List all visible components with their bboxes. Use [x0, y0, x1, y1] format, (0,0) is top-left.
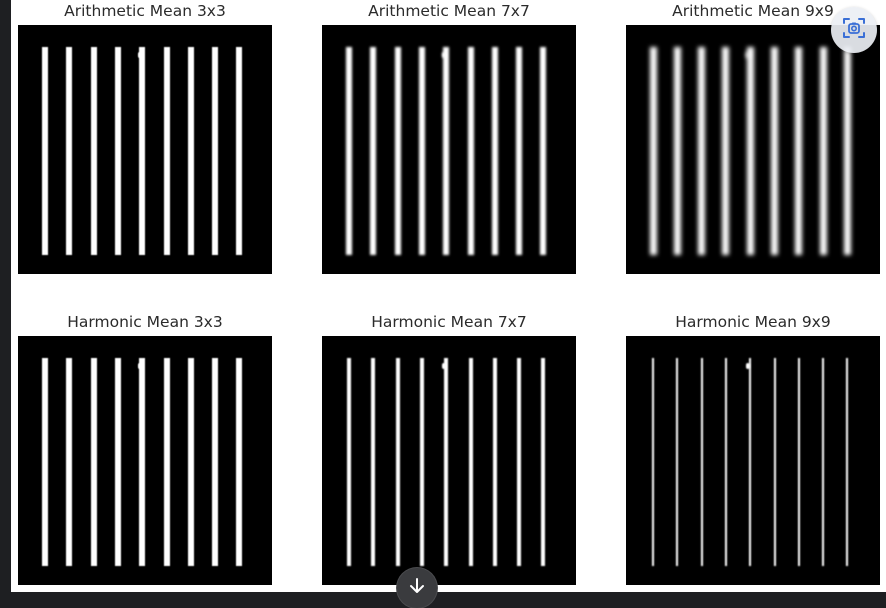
stripe: [212, 47, 219, 255]
stripe: [517, 358, 522, 566]
scroll-down-button[interactable]: [397, 568, 437, 608]
stripe: [212, 358, 219, 566]
stripe: [443, 47, 450, 255]
stripe: [822, 358, 825, 566]
stripe: [540, 47, 547, 255]
bright-spot: [138, 363, 142, 369]
bright-spot: [442, 363, 446, 369]
bright-spot: [442, 52, 446, 58]
stripe: [236, 358, 243, 566]
stripe: [795, 47, 803, 255]
stripe: [187, 358, 194, 566]
panel-title: Harmonic Mean 3x3: [67, 313, 223, 331]
stripe: [370, 47, 377, 255]
stripe: [395, 358, 400, 566]
stripe: [819, 47, 827, 255]
bright-spot: [746, 52, 750, 58]
stripe: [371, 358, 376, 566]
stripe: [444, 358, 449, 566]
stripe: [676, 358, 679, 566]
panel-title: Arithmetic Mean 7x7: [368, 2, 530, 20]
panel-title: Harmonic Mean 7x7: [371, 313, 527, 331]
stripe: [700, 358, 703, 566]
panel-image: [322, 25, 576, 274]
stripe: [236, 47, 243, 255]
panel-title: Harmonic Mean 9x9: [675, 313, 831, 331]
stripe: [652, 358, 654, 566]
stripe: [749, 358, 752, 566]
stripe: [42, 47, 48, 255]
panel-image: [18, 25, 272, 274]
stripe: [114, 47, 121, 255]
stripe: [163, 47, 170, 255]
stripe: [346, 47, 352, 255]
stripe: [491, 47, 498, 255]
panel-image: [18, 336, 272, 585]
bright-spot: [746, 363, 750, 369]
bright-spot: [138, 52, 142, 58]
stripe: [139, 47, 146, 255]
panel-title: Arithmetic Mean 9x9: [672, 2, 834, 20]
stripe: [797, 358, 800, 566]
stripe: [418, 47, 425, 255]
panel-image: [322, 336, 576, 585]
panel-title: Arithmetic Mean 3x3: [64, 2, 226, 20]
stripe: [771, 47, 778, 255]
stripe: [843, 47, 851, 255]
stripe: [698, 47, 706, 255]
stripe: [467, 47, 474, 255]
stripe: [90, 358, 97, 566]
panel-image: [626, 336, 880, 585]
stripe: [139, 358, 146, 566]
panel-image: [626, 25, 880, 274]
stripe: [773, 358, 776, 566]
stripe: [66, 358, 73, 566]
stripe: [649, 47, 657, 255]
stripe: [42, 358, 48, 566]
stripe: [846, 358, 849, 566]
stripe: [187, 47, 194, 255]
stripe: [347, 358, 351, 566]
stripe: [516, 47, 523, 255]
visual-search-icon: [841, 15, 867, 45]
stripe: [722, 47, 730, 255]
stripe: [541, 358, 546, 566]
stripe: [163, 358, 170, 566]
filter-comparison-figure: Arithmetic Mean 3x3 Arithmetic Mean 7x7 …: [11, 0, 886, 592]
stripe: [90, 47, 97, 255]
stripe: [492, 358, 497, 566]
stripe: [673, 47, 681, 255]
stripe: [746, 47, 754, 255]
stripe: [724, 358, 727, 566]
stripe: [394, 47, 401, 255]
stripe: [114, 358, 121, 566]
visual-search-button[interactable]: [831, 7, 877, 53]
stripe: [468, 358, 473, 566]
stripe: [419, 358, 424, 566]
stripe: [66, 47, 73, 255]
arrow-down-icon: [407, 576, 427, 600]
